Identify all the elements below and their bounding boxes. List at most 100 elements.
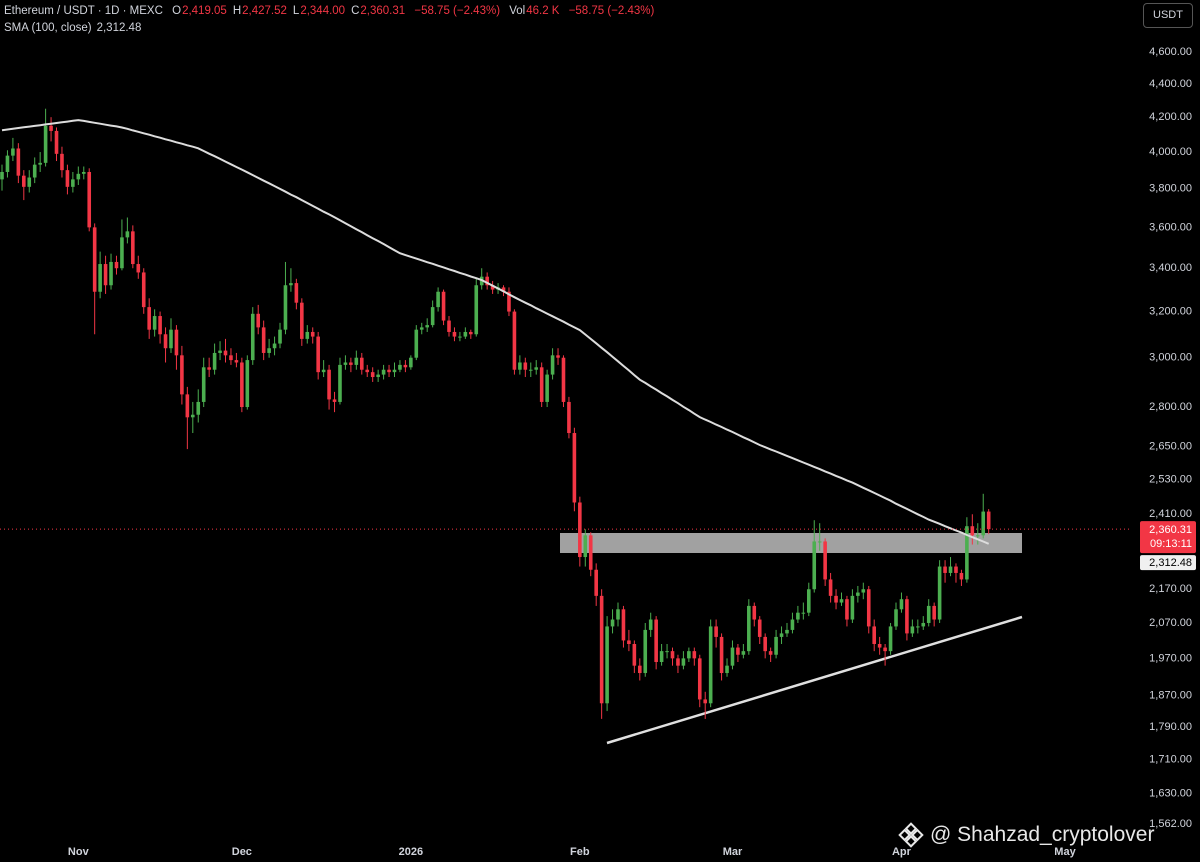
candle-body — [616, 609, 620, 620]
candle-body — [905, 599, 909, 634]
candle-body — [501, 287, 506, 292]
candle-body — [741, 651, 746, 655]
candle-body — [60, 153, 64, 171]
candle-body — [839, 599, 844, 603]
candle-body — [218, 350, 222, 353]
x-tick-label: Nov — [68, 846, 90, 858]
candle-body — [87, 171, 92, 228]
candle-body — [828, 579, 833, 596]
candle-body — [54, 130, 59, 154]
candle-body — [823, 541, 827, 580]
candle-body — [899, 599, 904, 610]
candle-body — [458, 336, 462, 338]
candle-body — [316, 336, 320, 373]
candle-body — [81, 171, 86, 174]
currency-button[interactable]: USDT — [1143, 3, 1193, 28]
candle-body — [103, 264, 108, 286]
candle-body — [856, 592, 860, 596]
candle-body — [65, 170, 70, 187]
candle-body — [790, 619, 795, 630]
candle-body — [692, 651, 697, 659]
trend-line — [606, 615, 1023, 745]
candle-body — [403, 364, 408, 368]
x-tick-label: May — [1054, 846, 1076, 858]
candle-body — [523, 362, 528, 370]
candle-body — [272, 343, 277, 349]
candle-body — [528, 369, 533, 371]
candle-body — [752, 605, 757, 620]
candle-body — [926, 605, 931, 623]
candle-body — [131, 231, 135, 265]
candle-body — [981, 511, 986, 536]
field-label: C — [351, 5, 360, 17]
volume-change: −58.75 (−2.43%) — [568, 5, 655, 17]
candle-body — [578, 502, 582, 558]
last-price-label: 2,360.31 — [1149, 524, 1192, 536]
field-value: 2,419.05 — [182, 5, 227, 17]
candle-body — [545, 374, 549, 402]
candle-body — [725, 665, 729, 674]
candle-body — [152, 316, 157, 330]
candle-body — [883, 647, 887, 652]
change: −58.75 (−2.43%) — [414, 5, 501, 17]
candle-body — [185, 394, 190, 418]
candle-body — [550, 355, 555, 375]
candle-body — [676, 658, 680, 666]
candle-body — [959, 572, 964, 580]
candle-body — [806, 589, 811, 613]
candle-body — [250, 313, 255, 361]
candle-body — [588, 535, 593, 570]
candle-body — [310, 331, 315, 337]
x-tick-label: Feb — [570, 846, 590, 858]
candle-body — [643, 629, 648, 674]
candle-body — [376, 374, 380, 378]
y-tick-label: 4,000.00 — [1149, 146, 1192, 158]
y-tick-label: 1,790.00 — [1149, 721, 1192, 733]
candle-body — [572, 433, 577, 503]
candle-body — [697, 658, 702, 700]
candle-body — [223, 350, 228, 356]
candle-body — [605, 626, 609, 704]
indicator-line: SMA (100, close) 2,312.48 — [4, 22, 141, 34]
candle-body — [305, 331, 310, 339]
candle-body — [321, 369, 326, 373]
y-tick-label: 1,710.00 — [1149, 753, 1192, 765]
candle-body — [267, 348, 271, 353]
candle-body — [332, 399, 337, 402]
candle-body — [490, 285, 495, 290]
candle-body — [474, 285, 479, 335]
candle-body — [114, 261, 119, 269]
candle-body — [921, 622, 926, 627]
candle-body — [817, 541, 822, 543]
candle-body — [447, 320, 451, 332]
sma-price-box — [1140, 555, 1196, 571]
watermark-text: @ Shahzad_cryptolover — [930, 823, 1155, 846]
candle-body — [22, 175, 26, 187]
candle-body — [747, 605, 751, 652]
candle-body — [136, 264, 141, 273]
candle-body — [283, 285, 288, 330]
candle-body — [687, 651, 691, 659]
candle-body — [419, 327, 424, 330]
y-tick-label: 1,970.00 — [1149, 652, 1192, 664]
candle-body — [654, 619, 658, 663]
candle-body — [256, 313, 261, 328]
y-tick-label: 3,600.00 — [1149, 221, 1192, 233]
candle-body — [338, 364, 342, 402]
candle-body — [381, 369, 386, 375]
candle-body — [163, 334, 168, 349]
candle-body — [409, 357, 413, 368]
candle-body — [638, 665, 642, 674]
candle-body — [354, 357, 359, 365]
candle-body — [370, 372, 375, 378]
candle-body — [518, 362, 522, 370]
candle-body — [147, 307, 151, 330]
candle-body — [234, 360, 239, 363]
candle-body — [5, 155, 10, 172]
candle-body — [11, 148, 15, 156]
candle-body — [294, 283, 299, 303]
candle-body — [398, 364, 402, 370]
y-tick-label: 1,870.00 — [1149, 690, 1192, 702]
